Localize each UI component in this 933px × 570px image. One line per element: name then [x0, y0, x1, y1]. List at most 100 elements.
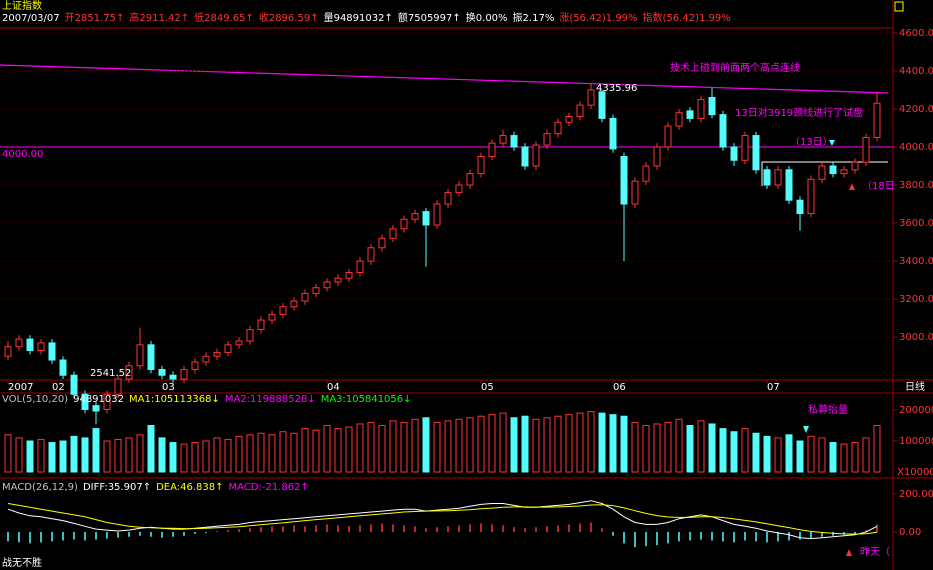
candle-body	[565, 116, 573, 123]
candle-body	[400, 218, 408, 230]
volume-bar	[565, 414, 573, 473]
candle-body	[554, 121, 562, 135]
volume-bar	[59, 440, 67, 473]
volume-bar	[697, 420, 705, 473]
candle-body	[114, 378, 122, 395]
candle-body	[796, 199, 804, 215]
legend-item: MACD(26,12,9)	[2, 482, 78, 493]
y-tick-label: 200.00	[899, 489, 933, 500]
candle-body	[301, 292, 309, 302]
volume-bar	[576, 412, 584, 473]
arrow	[846, 549, 852, 556]
candle-body	[180, 369, 188, 380]
y-tick-label: 4600.00	[899, 28, 933, 39]
volume-bar	[862, 437, 870, 473]
candle-body	[774, 169, 782, 186]
legend-item: 高2911.42↑	[129, 11, 189, 24]
annotation: （18日	[862, 180, 895, 192]
volume-bar	[796, 440, 804, 473]
volume-bar	[147, 425, 155, 473]
candle-body	[246, 329, 254, 342]
candle-body	[807, 178, 815, 215]
volume-bar	[554, 415, 562, 473]
volume-bar	[653, 423, 661, 473]
candle-body	[411, 213, 419, 220]
candle-body	[477, 155, 485, 175]
candle-body	[312, 287, 320, 294]
candle-body	[576, 104, 584, 118]
volume-bar	[400, 421, 408, 473]
volume-bar	[466, 417, 474, 473]
candle-body	[785, 169, 793, 201]
volume-bar	[48, 442, 56, 473]
candle-body	[125, 365, 133, 380]
y-tick-label: 3400.00	[899, 256, 933, 267]
x-tick-label: 07	[767, 382, 780, 393]
candle-body	[675, 112, 683, 127]
volume-bar	[444, 420, 452, 473]
candle-body	[697, 98, 705, 119]
candle-body	[389, 228, 397, 239]
candle-body	[378, 237, 386, 249]
annotation: 13日对3919颈线进行了试盘	[735, 106, 863, 119]
candle-body	[598, 91, 606, 119]
lock-icon[interactable]	[894, 1, 904, 12]
candle-body	[642, 165, 650, 182]
volume-bar	[763, 435, 771, 473]
candle-body	[158, 369, 166, 376]
legend-item: 指数(56.42)1.99%	[643, 11, 731, 24]
candle-body	[191, 361, 199, 371]
volume-bar	[840, 443, 848, 473]
candle-body	[334, 277, 342, 283]
candle-body	[202, 355, 210, 363]
candle-body	[345, 272, 353, 279]
candle-body	[444, 192, 452, 205]
volume-bar	[345, 426, 353, 473]
legend-item: 2007/03/07	[2, 13, 60, 24]
annotation: （13日）	[790, 136, 833, 148]
arrow	[829, 140, 835, 146]
legend-item: 额7505997↑	[398, 11, 461, 24]
candle-body	[653, 146, 661, 167]
legend-item: MA1:105113368↓	[129, 394, 220, 405]
candle-body	[466, 173, 474, 186]
volume-bar	[543, 417, 551, 473]
volume-bar	[290, 432, 298, 473]
arrow	[803, 426, 809, 433]
volume-bar	[719, 428, 727, 473]
candle-body	[818, 165, 826, 180]
volume-bar	[103, 440, 111, 473]
y-tick-label: 4400.00	[899, 66, 933, 77]
volume-bar	[499, 412, 507, 473]
volume-bar	[301, 428, 309, 473]
annotation: 4335.96	[596, 83, 637, 94]
candle-body	[59, 359, 67, 376]
volume-bar	[785, 434, 793, 473]
volume-bar	[664, 421, 672, 473]
annotation: 战无不胜	[2, 557, 42, 569]
volume-bar	[774, 437, 782, 473]
volume-bar	[851, 442, 859, 473]
candle-body	[257, 319, 265, 331]
legend-item: MACD:-21.862↑	[229, 482, 309, 493]
volume-bar	[675, 418, 683, 473]
candle-body	[323, 281, 331, 289]
volume-bar	[323, 425, 331, 473]
x-tick-label: 05	[481, 382, 494, 393]
x-tick-label: 2007	[8, 382, 33, 393]
volume-bar	[81, 437, 89, 473]
volume-bar	[433, 421, 441, 473]
volume-bar	[686, 425, 694, 473]
candle-body	[730, 146, 738, 161]
legend-item: 收2896.59↑	[259, 11, 319, 24]
x-tick-label: 04	[327, 382, 340, 393]
candle-body	[521, 146, 529, 167]
volume-bar	[730, 431, 738, 473]
volume-bar	[158, 437, 166, 473]
candle-body	[708, 97, 716, 116]
candle-body	[543, 133, 551, 146]
volume-bar	[477, 415, 485, 473]
candle-body	[499, 135, 507, 144]
candle-body	[752, 135, 760, 171]
candle-body	[235, 340, 243, 346]
